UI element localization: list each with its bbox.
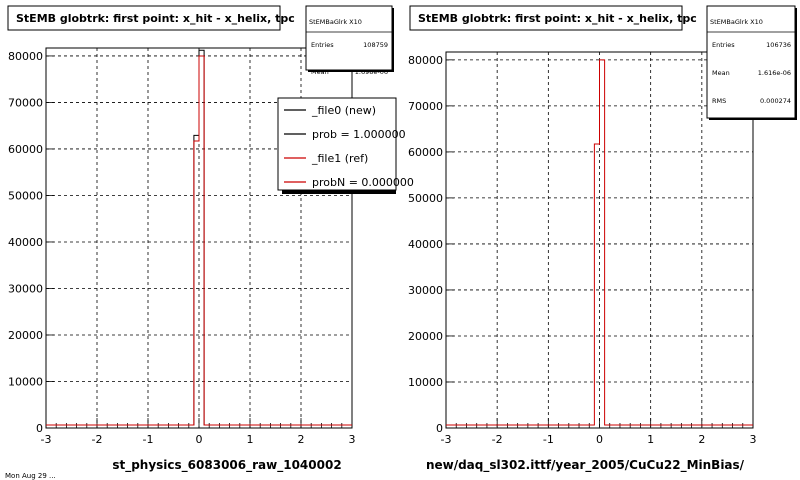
x-tick-label: -1 xyxy=(143,433,154,446)
stats-name: StEMBaGlrk X10 xyxy=(309,18,362,26)
legend-label: prob = 1.000000 xyxy=(312,128,406,141)
title-box xyxy=(409,5,683,31)
y-tick-label: 80000 xyxy=(8,50,43,63)
x-tick-label: -2 xyxy=(92,433,103,446)
legend-label: _file0 (new) xyxy=(311,104,376,117)
y-tick-label: 70000 xyxy=(8,96,43,109)
stats-label: Mean xyxy=(311,68,329,76)
y-tick-label: 60000 xyxy=(8,143,43,156)
y-tick-label: 20000 xyxy=(408,330,443,343)
x-tick-label: 1 xyxy=(247,433,254,446)
y-tick-label: 40000 xyxy=(8,236,43,249)
x-tick-label: 2 xyxy=(698,433,705,446)
chart-title: StEMB globtrk: first point: x_hit - x_he… xyxy=(16,12,295,25)
histogram-series-1 xyxy=(446,59,753,426)
x-tick-label: -3 xyxy=(41,433,52,446)
y-tick-label: 10000 xyxy=(408,376,443,389)
y-tick-label: 80000 xyxy=(408,54,443,67)
stats-value: 1.616e-06 xyxy=(758,69,791,77)
x-tick-label: 0 xyxy=(196,433,203,446)
y-tick-label: 70000 xyxy=(408,100,443,113)
stats-value: 106736 xyxy=(766,41,791,49)
x-tick-label: 2 xyxy=(298,433,305,446)
title-box xyxy=(7,5,281,31)
y-tick-label: 40000 xyxy=(408,238,443,251)
stats-name: StEMBaGlrk X10 xyxy=(710,18,763,26)
x-axis-title: st_physics_6083006_raw_1040002 xyxy=(112,458,341,473)
footer-text: Mon Aug 29 ... xyxy=(5,472,56,480)
legend-label: probN = 0.000000 xyxy=(312,176,414,189)
y-tick-label: 30000 xyxy=(8,282,43,295)
stats-label: Entries xyxy=(712,41,735,49)
x-tick-label: 1 xyxy=(647,433,654,446)
stats-box xyxy=(706,5,796,119)
stats-label: Entries xyxy=(311,41,334,49)
x-tick-label: 0 xyxy=(596,433,603,446)
stats-value: 1.698e-06 xyxy=(355,68,388,76)
x-tick-label: 3 xyxy=(349,433,356,446)
x-tick-label: -1 xyxy=(543,433,554,446)
y-tick-label: 0 xyxy=(36,422,43,435)
x-tick-label: 3 xyxy=(750,433,757,446)
x-tick-label: -2 xyxy=(492,433,503,446)
y-tick-label: 60000 xyxy=(408,146,443,159)
chart-title: StEMB globtrk: first point: x_hit - x_he… xyxy=(418,12,697,25)
y-tick-label: 50000 xyxy=(408,192,443,205)
x-axis-title: new/daq_sl302.ittf/year_2005/CuCu22_MinB… xyxy=(426,458,745,473)
y-tick-label: 50000 xyxy=(8,189,43,202)
y-tick-label: 0 xyxy=(436,422,443,435)
y-tick-label: 10000 xyxy=(8,375,43,388)
legend-box xyxy=(277,97,397,191)
histogram-panel-1: -3 -2 -1 0 1 2 3 0 10000 20000 30000 40000 50000 6000… xyxy=(7,5,414,473)
y-tick-label: 20000 xyxy=(8,329,43,342)
legend-label: _file1 (ref) xyxy=(311,152,368,165)
histogram-panel-2: -3 -2 -1 0 1 2 3 0 10000 20000 30000 40000 50000 6000… xyxy=(408,5,797,473)
histogram-series-2 xyxy=(46,55,352,426)
x-tick-label: -3 xyxy=(441,433,452,446)
stats-value: 108759 xyxy=(363,41,388,49)
stats-box xyxy=(305,5,393,71)
stats-label: RMS xyxy=(712,97,726,105)
stats-value: 0.000274 xyxy=(760,97,791,105)
y-tick-label: 30000 xyxy=(408,284,443,297)
stats-label: Mean xyxy=(712,69,730,77)
